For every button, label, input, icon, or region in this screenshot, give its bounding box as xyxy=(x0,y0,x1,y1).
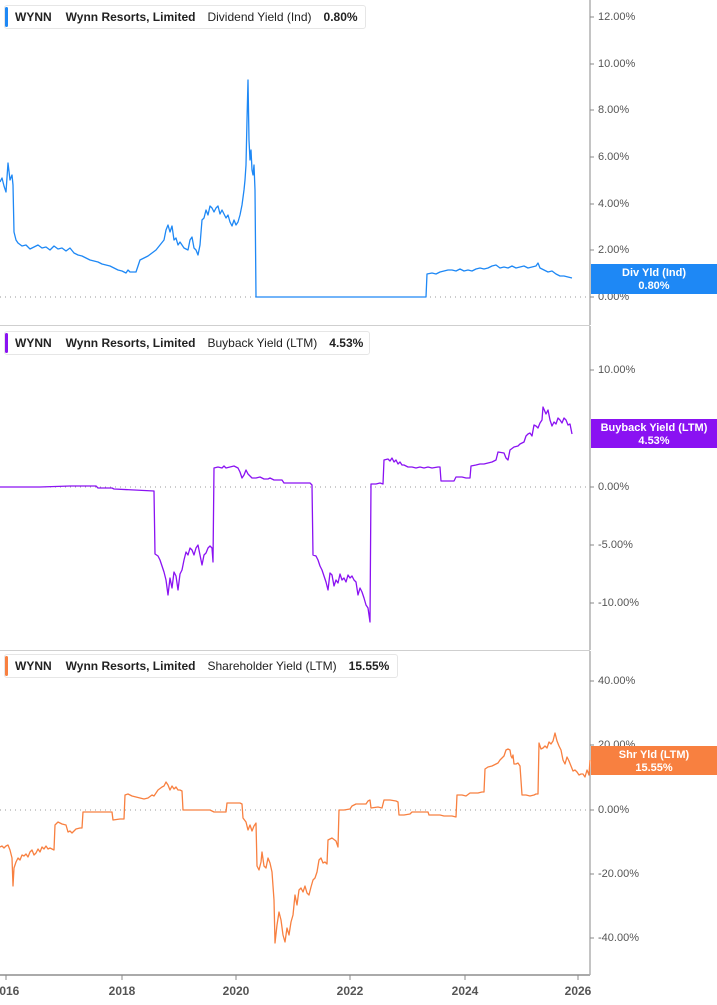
y-tick-label: -40.00% xyxy=(598,932,639,944)
x-tick-label: 2018 xyxy=(108,984,136,998)
legend-value: 0.80% xyxy=(323,10,358,24)
y-tick-label: -5.00% xyxy=(598,539,633,551)
legend-metric: Dividend Yield (Ind) xyxy=(207,10,312,24)
x-tick-label: 2022 xyxy=(336,984,364,998)
buyback-yield-line xyxy=(0,406,573,623)
y-tick-label: 6.00% xyxy=(598,151,630,163)
dividend-yield-panel: WYNN Wynn Resorts, Limited Dividend Yiel… xyxy=(0,0,717,325)
buyback-yield-legend: WYNN Wynn Resorts, Limited Buyback Yield… xyxy=(4,331,370,355)
legend-ticker: WYNN xyxy=(15,10,52,24)
tag-value: 0.80% xyxy=(638,280,670,292)
shareholder-yield-legend-swatch xyxy=(5,656,8,676)
shareholder-yield-line xyxy=(0,732,591,944)
buyback-yield-panel: WYNN Wynn Resorts, Limited Buyback Yield… xyxy=(0,326,717,650)
y-tick-label: 4.00% xyxy=(598,198,630,210)
x-axis xyxy=(0,974,590,980)
y-tick-label: 2.00% xyxy=(598,244,630,256)
shareholder-yield-legend: WYNN Wynn Resorts, Limited Shareholder Y… xyxy=(4,654,398,678)
shareholder-yield-last-value-tag: Shr Yld (LTM) 15.55% xyxy=(591,746,717,775)
buyback-yield-legend-swatch xyxy=(5,333,8,353)
y-tick-label: 10.00% xyxy=(598,58,636,70)
x-tick-label: 2024 xyxy=(451,984,479,998)
legend-company: Wynn Resorts, Limited xyxy=(65,659,196,673)
buyback-yield-last-value-tag: Buyback Yield (LTM) 4.53% xyxy=(591,419,717,448)
dividend-yield-plot xyxy=(0,0,594,325)
legend-value: 15.55% xyxy=(348,659,390,673)
y-tick-label: 8.00% xyxy=(598,104,630,116)
dividend-yield-legend: WYNN Wynn Resorts, Limited Dividend Yiel… xyxy=(4,5,366,29)
y-tick-label: -20.00% xyxy=(598,868,639,880)
shareholder-yield-plot xyxy=(0,651,594,975)
x-tick-label: 2020 xyxy=(222,984,250,998)
legend-company: Wynn Resorts, Limited xyxy=(65,336,196,350)
legend-metric: Shareholder Yield (LTM) xyxy=(207,659,337,673)
panel-divider xyxy=(0,650,590,651)
legend-ticker: WYNN xyxy=(15,659,52,673)
dividend-yield-last-value-tag: Div Yld (Ind) 0.80% xyxy=(591,264,717,294)
dividend-yield-legend-swatch xyxy=(5,7,8,27)
legend-value: 4.53% xyxy=(329,336,364,350)
y-tick-label: 0.00% xyxy=(598,291,630,303)
shareholder-yield-panel: WYNN Wynn Resorts, Limited Shareholder Y… xyxy=(0,651,717,976)
x-tick-label: 2026 xyxy=(564,984,592,998)
y-tick-label: -10.00% xyxy=(598,597,639,609)
y-tick-label: 10.00% xyxy=(598,364,636,376)
dividend-yield-line xyxy=(0,79,573,298)
tag-label: Shr Yld (LTM) xyxy=(618,749,690,761)
y-tick-label: 0.00% xyxy=(598,804,630,816)
y-tick-label: 12.00% xyxy=(598,11,636,23)
legend-company: Wynn Resorts, Limited xyxy=(65,10,196,24)
tag-value: 15.55% xyxy=(635,762,673,774)
tag-value: 4.53% xyxy=(638,435,670,447)
x-tick-label: 2016 xyxy=(0,984,20,998)
tag-label: Buyback Yield (LTM) xyxy=(600,422,708,434)
legend-metric: Buyback Yield (LTM) xyxy=(207,336,318,350)
legend-ticker: WYNN xyxy=(15,336,52,350)
y-tick-label: 0.00% xyxy=(598,481,630,493)
buyback-yield-plot xyxy=(0,326,594,650)
y-tick-label: 40.00% xyxy=(598,675,636,687)
tag-label: Div Yld (Ind) xyxy=(622,267,686,279)
panel-divider xyxy=(0,325,590,326)
